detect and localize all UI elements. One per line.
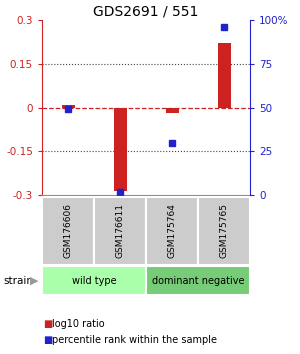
Text: log10 ratio: log10 ratio [52,319,105,329]
Text: GSM175764: GSM175764 [167,204,176,258]
Text: GSM176611: GSM176611 [116,204,124,258]
Bar [113,108,127,190]
Text: strain: strain [3,275,33,285]
Text: dominant negative: dominant negative [152,275,244,285]
Bar [42,197,94,265]
Text: ▶: ▶ [30,275,39,285]
Bar [198,197,250,265]
Text: wild type: wild type [72,275,116,285]
Text: percentile rank within the sample: percentile rank within the sample [52,335,218,345]
Bar [146,197,198,265]
Bar [61,104,74,108]
Bar [218,43,230,108]
Text: ■: ■ [44,319,53,329]
Text: ■: ■ [44,335,53,345]
Text: GSM175765: GSM175765 [220,204,229,258]
Text: GSM176606: GSM176606 [64,204,73,258]
Bar [146,266,250,295]
Title: GDS2691 / 551: GDS2691 / 551 [93,5,199,19]
Bar [42,266,146,295]
Bar [94,197,146,265]
Bar [166,108,178,113]
